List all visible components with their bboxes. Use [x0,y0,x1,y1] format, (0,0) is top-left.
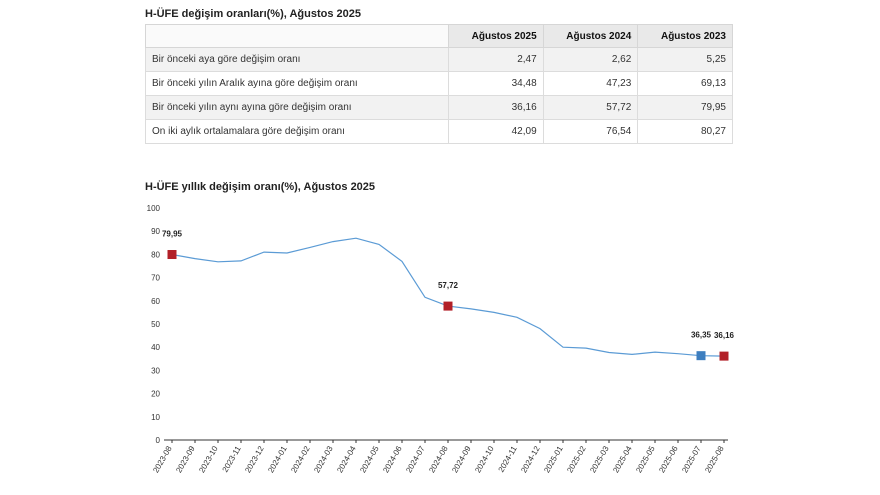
y-tick-label: 100 [147,204,161,213]
y-tick-label: 60 [151,297,160,306]
table-cell: 34,48 [448,71,544,96]
table-cell: 42,09 [448,119,544,144]
data-label: 57,72 [438,281,459,290]
data-point-marker [443,301,453,311]
table-cell: 2,62 [542,47,639,72]
table-title: H-ÜFE değişim oranları(%), Ağustos 2025 [145,8,361,20]
data-label: 79,95 [162,230,183,239]
y-tick-label: 30 [151,366,160,375]
x-tick-label: 2024-12 [519,444,542,474]
x-tick-label: 2025-06 [657,444,680,474]
y-tick-label: 0 [156,436,161,445]
data-label: 36,35 [691,331,712,340]
x-tick-label: 2023-11 [221,444,243,474]
x-tick-label: 2025-04 [611,444,634,474]
series-line [171,237,725,357]
data-point-marker [167,250,177,260]
row-label: Bir önceki yılın Aralık ayına göre değiş… [145,71,449,96]
x-tick-label: 2023-10 [197,444,220,474]
table-row: On iki aylık ortalamalara göre değişim o… [145,119,733,144]
x-tick-label: 2024-08 [427,444,450,474]
x-tick-label: 2023-12 [243,444,266,474]
x-tick-label: 2024-11 [497,444,519,474]
x-tick-label: 2023-09 [174,444,197,474]
table-cell: 57,72 [542,95,639,120]
x-tick-label: 2024-07 [404,444,427,474]
x-tick-label: 2024-02 [289,444,312,474]
y-tick-label: 50 [151,320,160,329]
x-tick-label: 2023-08 [151,444,174,474]
header-blank-cell [145,24,449,48]
x-tick-label: 2025-01 [542,444,565,474]
x-tick-label: 2024-03 [312,444,335,474]
table-cell: 79,95 [637,95,733,120]
x-tick-label: 2025-05 [634,444,657,474]
table-cell: 47,23 [542,71,639,96]
x-tick-label: 2024-04 [335,444,358,474]
table-cell: 36,16 [448,95,544,120]
y-tick-label: 80 [151,250,160,259]
rates-table: Ağustos 2025 Ağustos 2024 Ağustos 2023 B… [145,24,733,144]
x-tick-label: 2025-08 [703,444,726,474]
x-tick-label: 2024-01 [266,444,289,474]
x-tick-label: 2025-07 [680,444,703,474]
x-tick-label: 2024-09 [450,444,473,474]
chart-title: H-ÜFE yıllık değişim oranı(%), Ağustos 2… [145,181,376,193]
x-tick-label: 2024-05 [358,444,381,474]
y-tick-label: 90 [151,227,160,236]
y-tick-label: 10 [151,413,160,422]
table-cell: 76,54 [542,119,639,144]
x-tick-label: 2025-02 [565,444,588,474]
x-tick-label: 2025-03 [588,444,611,474]
data-point-marker [696,351,706,361]
y-tick-label: 20 [151,390,160,399]
data-label: 36,16 [714,331,735,340]
table-row: Bir önceki yılın Aralık ayına göre değiş… [145,71,733,96]
table-cell: 5,25 [637,47,733,72]
y-tick-label: 40 [151,343,160,352]
row-label: On iki aylık ortalamalara göre değişim o… [145,119,449,144]
x-tick-label: 2024-06 [381,444,404,474]
data-point-marker [719,351,729,361]
y-tick-label: 70 [151,274,160,283]
table-cell: 80,27 [637,119,733,144]
x-tick-label: 2024-10 [473,444,496,474]
